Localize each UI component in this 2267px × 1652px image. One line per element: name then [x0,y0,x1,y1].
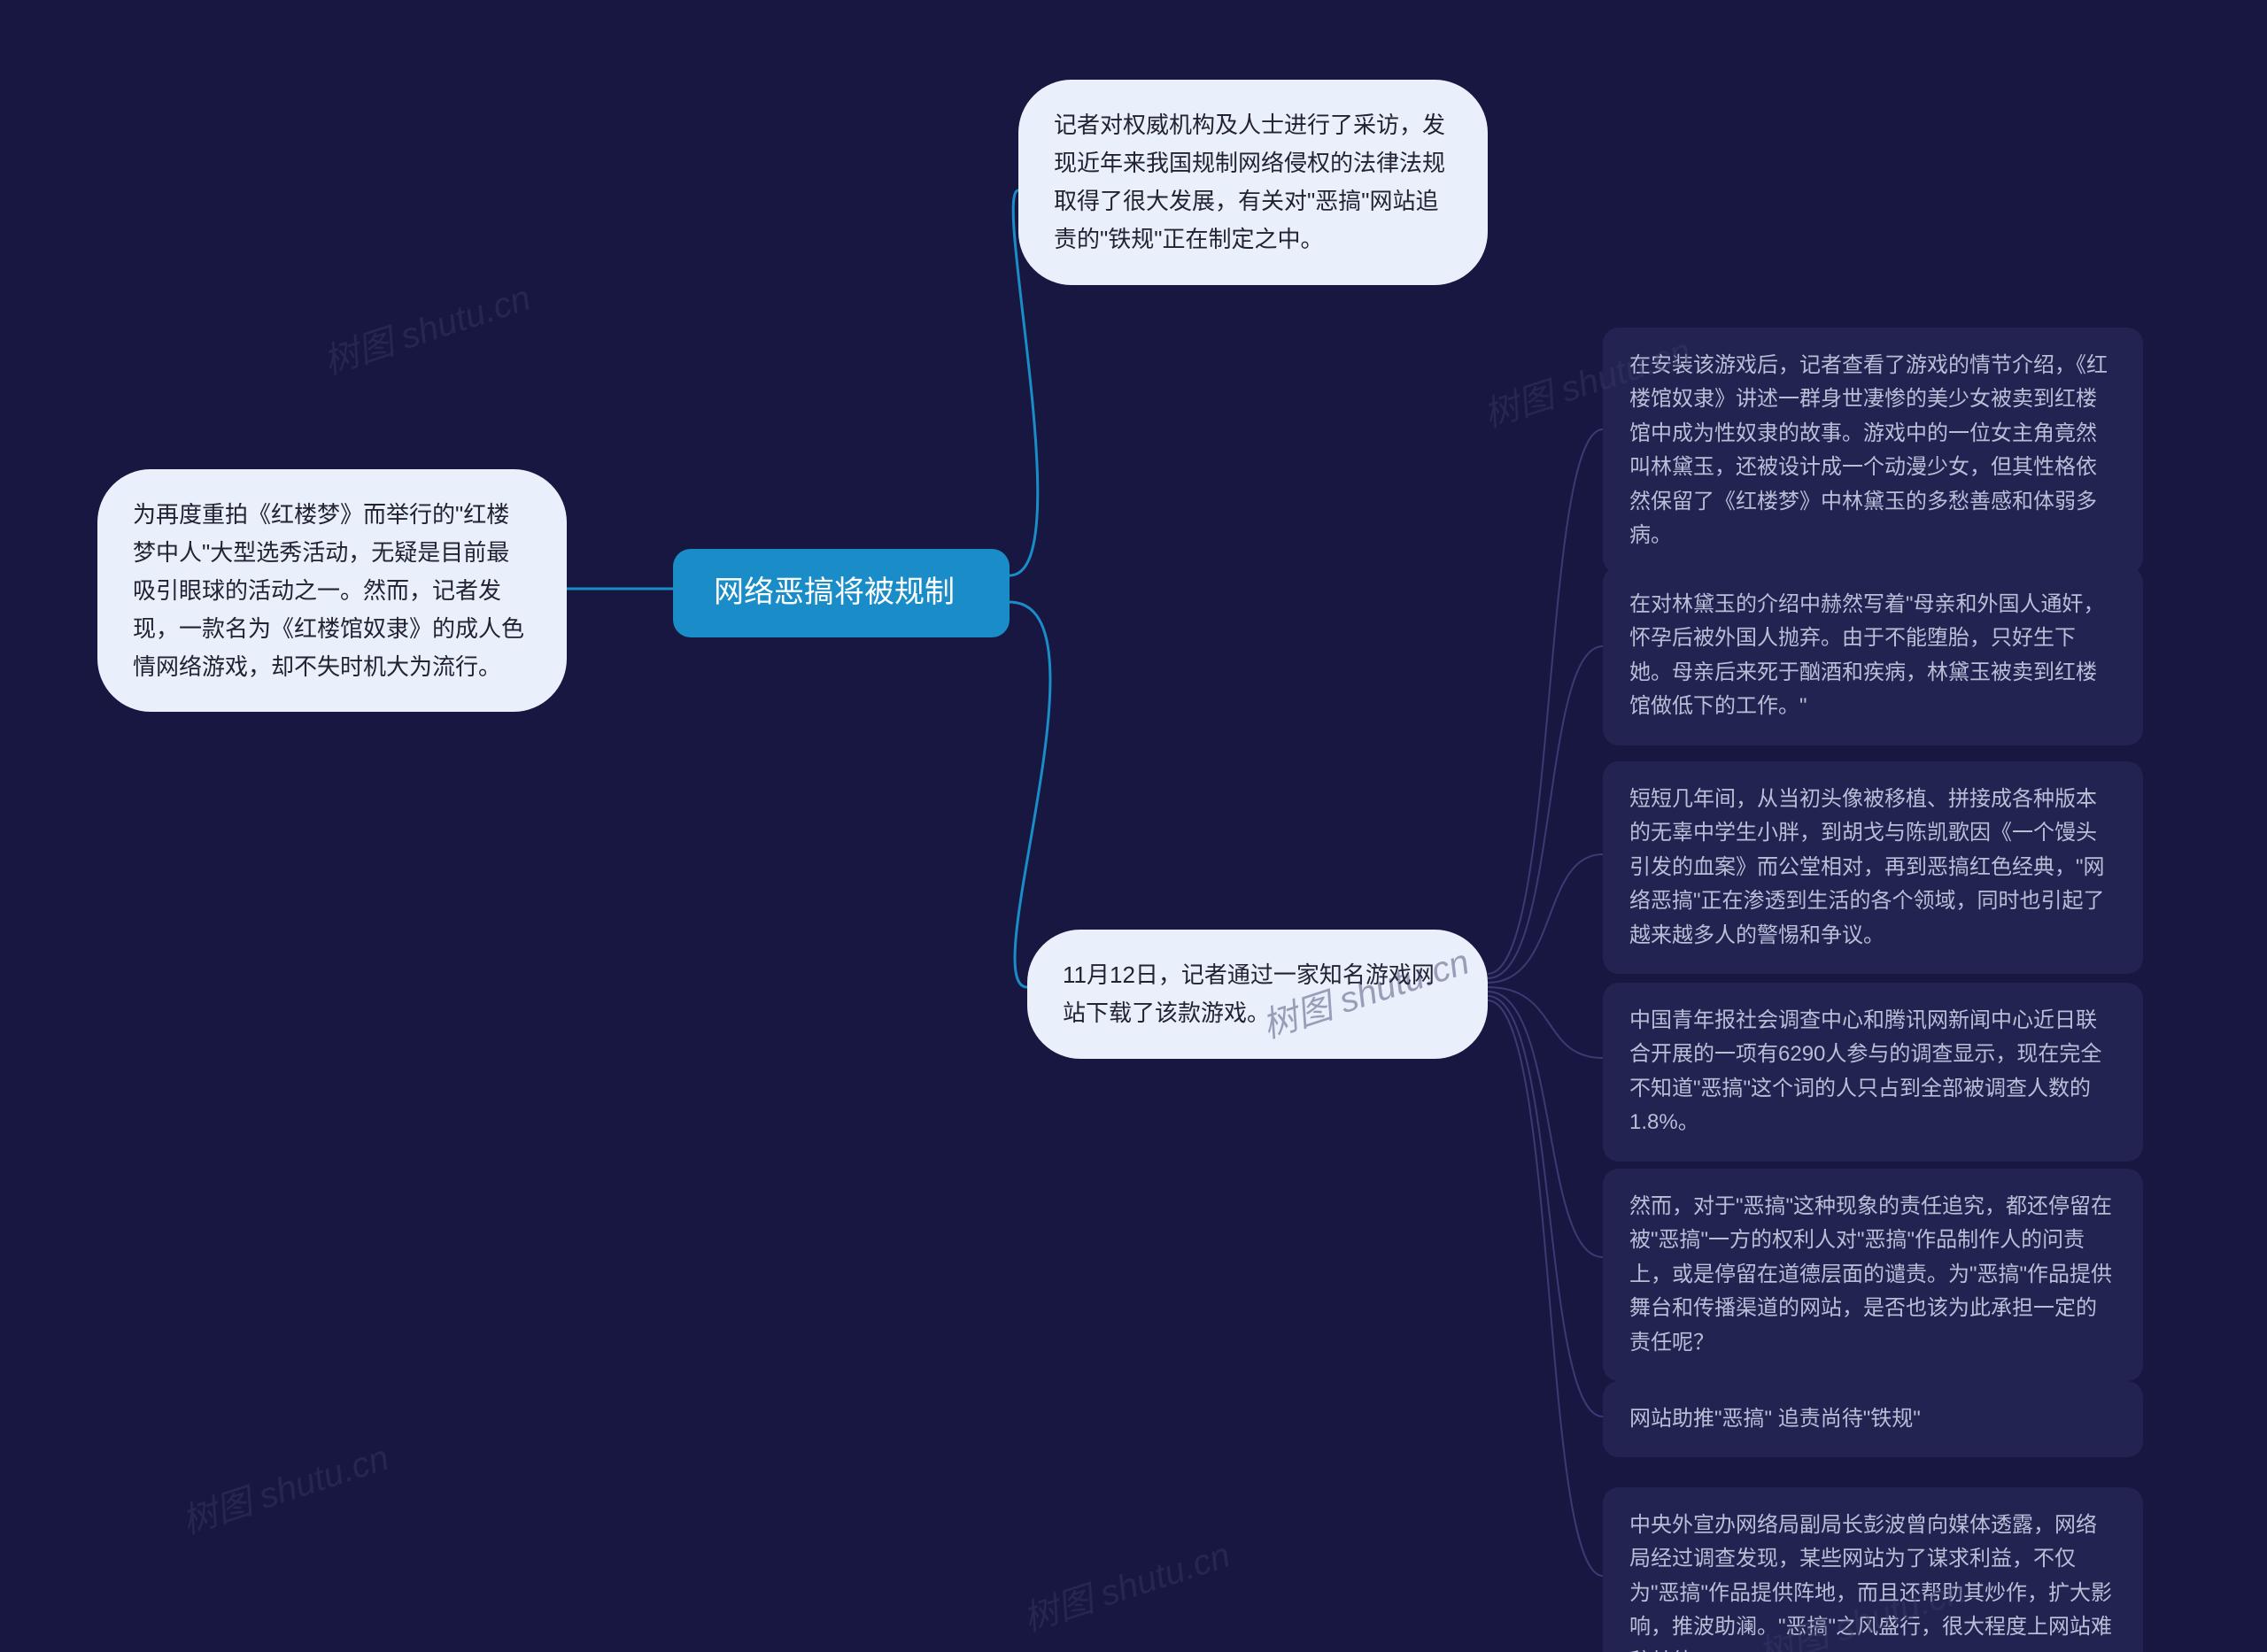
leaf-text: 然而，对于"恶搞"这种现象的责任追究，都还停留在被"恶搞"一方的权利人对"恶搞"… [1629,1194,2112,1355]
leaf-text: 在安装该游戏后，记者查看了游戏的情节介绍，《红楼馆奴隶》讲述一群身世凄惨的美少女… [1629,353,2108,547]
download-node-text: 11月12日，记者通过一家知名游戏网站下载了该款游戏。 [1063,961,1435,1026]
watermark: 树图 shutu.cn [1016,1526,1235,1641]
leaf-node-2[interactable]: 在对林黛玉的介绍中赫然写着"母亲和外国人通奸，怀孕后被外国人抛弃。由于不能堕胎，… [1603,567,2143,745]
leaf-node-1[interactable]: 在安装该游戏后，记者查看了游戏的情节介绍，《红楼馆奴隶》讲述一群身世凄惨的美少女… [1603,328,2143,574]
leaf-node-6[interactable]: 网站助推"恶搞" 追责尚待"铁规" [1603,1381,2143,1457]
leaf-node-7[interactable]: 中央外宣办网络局副局长彭波曾向媒体透露，网络局经过调查发现，某些网站为了谋求利益… [1603,1487,2143,1652]
intro-node-text: 为再度重拍《红楼梦》而举行的"红楼梦中人"大型选秀活动，无疑是目前最吸引眼球的活… [133,501,524,680]
leaf-node-3[interactable]: 短短几年间，从当初头像被移植、拼接成各种版本的无辜中学生小胖，到胡戈与陈凯歌因《… [1603,761,2143,974]
leaf-text: 在对林黛玉的介绍中赫然写着"母亲和外国人通奸，怀孕后被外国人抛弃。由于不能堕胎，… [1629,592,2105,718]
download-node[interactable]: 11月12日，记者通过一家知名游戏网站下载了该款游戏。 [1027,930,1488,1059]
leaf-node-4[interactable]: 中国青年报社会调查中心和腾讯网新闻中心近日联合开展的一项有6290人参与的调查显… [1603,983,2143,1162]
intro-node[interactable]: 为再度重拍《红楼梦》而举行的"红楼梦中人"大型选秀活动，无疑是目前最吸引眼球的活… [97,469,567,712]
leaf-text: 中国青年报社会调查中心和腾讯网新闻中心近日联合开展的一项有6290人参与的调查显… [1629,1008,2101,1134]
rules-node[interactable]: 记者对权威机构及人士进行了采访，发现近年来我国规制网络侵权的法律法规取得了很大发… [1018,80,1488,285]
mindmap-canvas: 网络恶搞将被规制 为再度重拍《红楼梦》而举行的"红楼梦中人"大型选秀活动，无疑是… [0,0,2267,1652]
root-node[interactable]: 网络恶搞将被规制 [673,549,1010,637]
leaf-node-5[interactable]: 然而，对于"恶搞"这种现象的责任追究，都还停留在被"恶搞"一方的权利人对"恶搞"… [1603,1169,2143,1381]
watermark: 树图 shutu.cn [316,269,536,384]
leaf-text: 中央外宣办网络局副局长彭波曾向媒体透露，网络局经过调查发现，某些网站为了谋求利益… [1629,1513,2112,1652]
root-node-text: 网络恶搞将被规制 [714,575,955,609]
watermark: 树图 shutu.cn [174,1429,394,1544]
leaf-text: 短短几年间，从当初头像被移植、拼接成各种版本的无辜中学生小胖，到胡戈与陈凯歌因《… [1629,787,2105,947]
rules-node-text: 记者对权威机构及人士进行了采访，发现近年来我国规制网络侵权的法律法规取得了很大发… [1054,112,1445,252]
leaf-text: 网站助推"恶搞" 追责尚待"铁规" [1629,1407,1921,1431]
